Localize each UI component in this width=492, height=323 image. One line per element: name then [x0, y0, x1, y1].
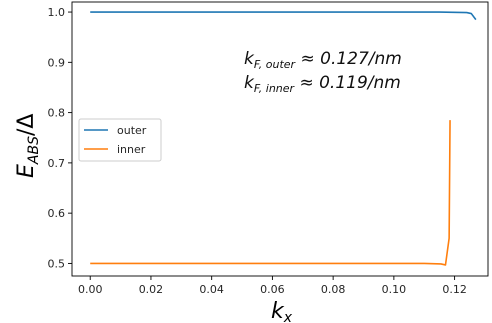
y-tick-label: 0.9	[48, 56, 66, 69]
annotation-kf-inner: kF, inner ≈ 0.119/nm	[244, 73, 401, 95]
x-tick-label: 0.06	[260, 283, 285, 296]
y-axis-label: EABS/Δ	[14, 114, 42, 178]
x-tick-label: 0.08	[321, 283, 346, 296]
x-tick-label: 0.10	[382, 283, 407, 296]
y-axis-ticks: 0.5 0.6 0.7 0.8 0.9 1.0	[48, 6, 72, 270]
y-tick-label: 1.0	[48, 6, 66, 19]
x-tick-label: 0.12	[442, 283, 467, 296]
series-layer	[90, 11, 477, 266]
x-axis-ticks: 0.00 0.02 0.04 0.06 0.08 0.10 0.12	[78, 276, 467, 296]
y-tick-label: 0.7	[48, 157, 66, 170]
series-line-outer	[90, 11, 477, 21]
y-tick-label: 0.5	[48, 257, 66, 270]
legend-label-outer: outer	[117, 124, 147, 137]
legend-label-inner: inner	[117, 143, 146, 156]
x-tick-label: 0.02	[139, 283, 164, 296]
legend: outer inner	[78, 118, 162, 162]
plot-area	[71, 1, 489, 277]
annotation-kf-outer: kF, outer ≈ 0.127/nm	[244, 49, 402, 71]
series-line-inner	[90, 120, 451, 266]
plot-frame	[71, 1, 489, 277]
x-tick-label: 0.00	[78, 283, 103, 296]
y-tick-label: 0.8	[48, 107, 66, 120]
x-tick-label: 0.04	[199, 283, 224, 296]
y-tick-label: 0.6	[48, 207, 66, 220]
x-axis-label: kx	[271, 299, 293, 323]
